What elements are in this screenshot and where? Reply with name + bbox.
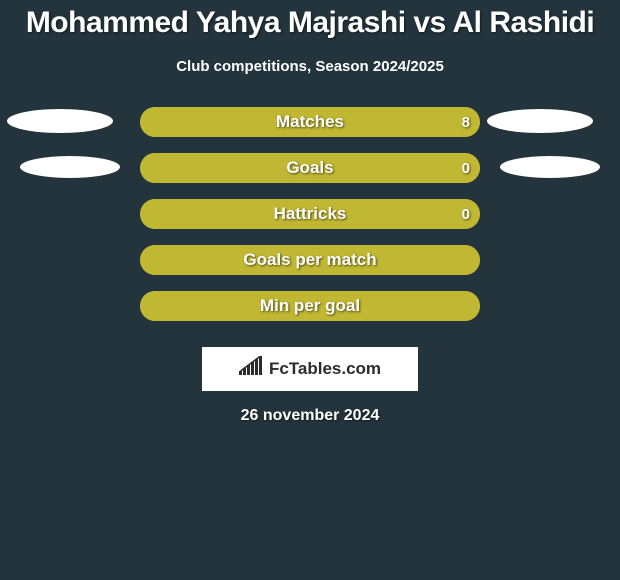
stat-value-right: 0 xyxy=(462,199,470,229)
stat-bar-fill xyxy=(140,107,480,137)
player-right-ellipse xyxy=(500,156,600,178)
stat-bar xyxy=(140,153,480,183)
stat-bar-fill xyxy=(140,153,480,183)
logo-chart-icon xyxy=(239,356,263,382)
player-left-ellipse xyxy=(20,156,120,178)
stat-value-right: 0 xyxy=(462,153,470,183)
stat-bar xyxy=(140,107,480,137)
player-left-ellipse xyxy=(7,109,113,133)
stat-row: Matches8 xyxy=(0,107,620,153)
stat-bar-fill xyxy=(140,245,480,275)
stats-area: Matches8Goals0Hattricks0Goals per matchM… xyxy=(0,107,620,337)
comparison-infographic: Mohammed Yahya Majrashi vs Al Rashidi Cl… xyxy=(0,0,620,580)
stat-row: Min per goal xyxy=(0,291,620,337)
player-right-ellipse xyxy=(487,109,593,133)
subtitle: Club competitions, Season 2024/2025 xyxy=(0,58,620,75)
stat-value-right: 8 xyxy=(462,107,470,137)
logo-text: FcTables.com xyxy=(269,359,381,379)
logo-box: FcTables.com xyxy=(202,347,418,391)
stat-row: Hattricks0 xyxy=(0,199,620,245)
stat-bar-fill xyxy=(140,291,480,321)
stat-bar xyxy=(140,291,480,321)
stat-row: Goals0 xyxy=(0,153,620,199)
stat-bar xyxy=(140,245,480,275)
stat-row: Goals per match xyxy=(0,245,620,291)
date-text: 26 november 2024 xyxy=(0,407,620,425)
stat-bar xyxy=(140,199,480,229)
page-title: Mohammed Yahya Majrashi vs Al Rashidi xyxy=(0,0,620,40)
stat-bar-fill xyxy=(140,199,480,229)
